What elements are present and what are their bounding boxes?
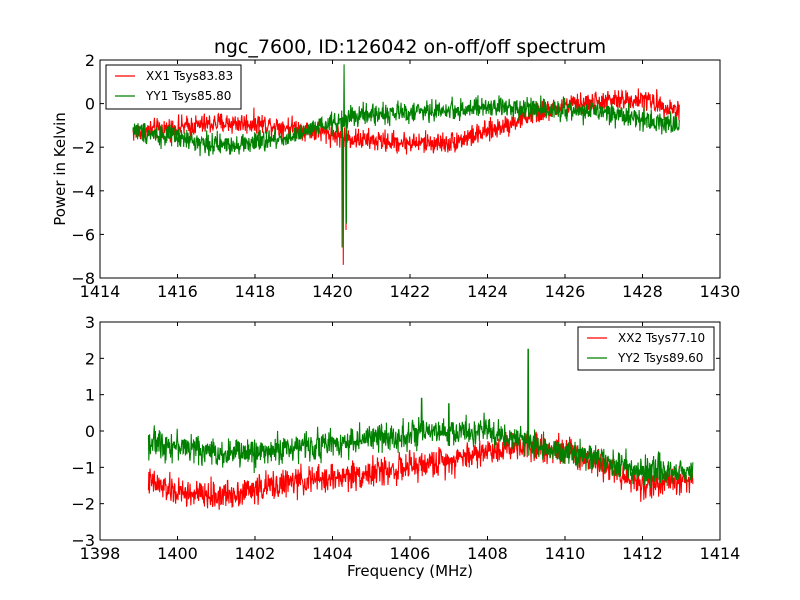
- y-tick-label: 3: [85, 313, 95, 332]
- legend-label-yy1: YY1 Tsys85.80: [145, 89, 231, 103]
- y-tick-label: 0: [85, 95, 95, 114]
- y-tick-label: 1: [85, 386, 95, 405]
- x-tick-label: 1426: [545, 282, 586, 301]
- x-tick-label: 1406: [390, 544, 431, 563]
- x-tick-label: 1414: [700, 544, 741, 563]
- x-tick-label: 1428: [622, 282, 663, 301]
- x-tick-label: 1410: [545, 544, 586, 563]
- top-legend-box: [105, 64, 242, 110]
- y-tick-label: −1: [71, 458, 95, 477]
- x-tick-label: 1412: [622, 544, 663, 563]
- series-line-xx1: [132, 88, 680, 265]
- series-line-yy2: [147, 348, 694, 489]
- legend-label-yy2: YY2 Tsys89.60: [617, 351, 703, 365]
- x-tick-label: 1424: [467, 282, 508, 301]
- x-tick-label: 1404: [312, 544, 353, 563]
- top-subplot: 1414 1416 1418 1420 1422 1424 1426 1428 1430 −8 −6…: [71, 51, 740, 301]
- x-tick-label: 1420: [312, 282, 353, 301]
- series-line-xx2: [147, 431, 694, 510]
- y-tick-label: 2: [85, 349, 95, 368]
- series-line-yy1: [132, 64, 680, 248]
- bottom-ticks: 1398 1400 1402 1404 1406 1408 1410 1412 1414 −3 −2…: [71, 313, 740, 563]
- bottom-legend: XX2 Tsys77.10 YY2 Tsys89.60: [577, 326, 715, 371]
- x-tick-label: 1408: [467, 544, 508, 563]
- y-tick-label: −3: [71, 531, 95, 550]
- bottom-x-axis-label: Frequency (MHz): [347, 562, 473, 580]
- chart-title: ngc_7600, ID:126042 on-off/off spectrum: [214, 36, 606, 58]
- x-tick-label: 1418: [235, 282, 276, 301]
- x-tick-label: 1414: [80, 282, 121, 301]
- y-tick-label: −6: [71, 225, 95, 244]
- bottom-subplot: 1398 1400 1402 1404 1406 1408 1410 1412 1414 −3 −2…: [71, 313, 740, 563]
- y-tick-label: 2: [85, 51, 95, 70]
- bottom-legend-box: [577, 326, 715, 371]
- x-tick-label: 1422: [390, 282, 431, 301]
- y-tick-label: −2: [71, 138, 95, 157]
- y-tick-label: −2: [71, 495, 95, 514]
- top-legend: XX1 Tsys83.83 YY1 Tsys85.80: [105, 64, 242, 110]
- x-tick-label: 1430: [700, 282, 741, 301]
- y-tick-label: −4: [71, 182, 95, 201]
- bottom-series-layer: [147, 348, 694, 510]
- x-tick-label: 1398: [80, 544, 121, 563]
- x-tick-label: 1416: [157, 282, 198, 301]
- x-tick-label: 1400: [157, 544, 198, 563]
- top-series-layer: [132, 64, 680, 265]
- y-tick-label: −8: [71, 269, 95, 288]
- y-tick-label: 0: [85, 422, 95, 441]
- legend-label-xx1: XX1 Tsys83.83: [146, 69, 233, 83]
- top-ticks: 1414 1416 1418 1420 1422 1424 1426 1428 1430 −8 −6…: [71, 51, 740, 301]
- x-tick-label: 1402: [235, 544, 276, 563]
- legend-label-xx2: XX2 Tsys77.10: [618, 331, 705, 345]
- top-y-axis-label: Power in Kelvin: [51, 112, 69, 226]
